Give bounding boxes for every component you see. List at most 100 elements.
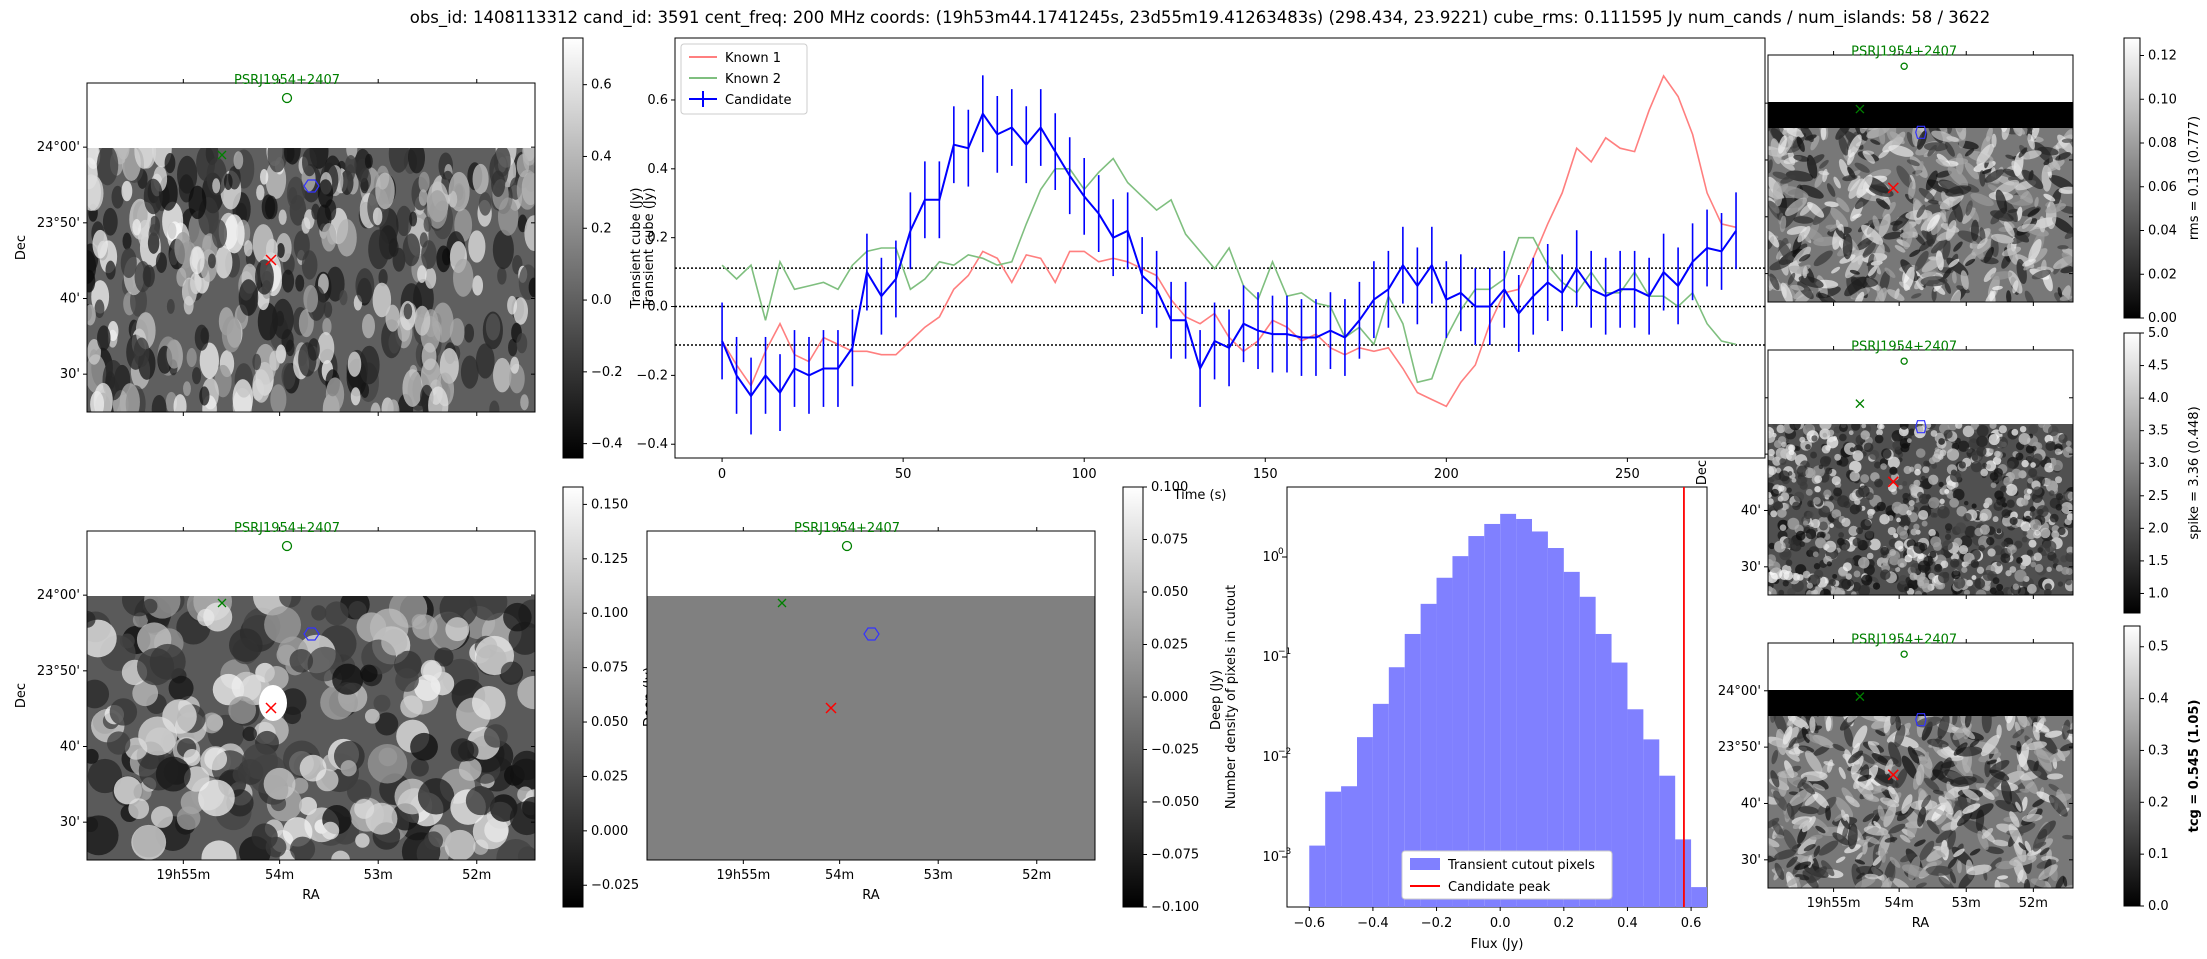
image-texture — [2034, 196, 2039, 208]
image-texture — [1863, 442, 1874, 453]
image-texture — [1927, 144, 1937, 157]
image-texture — [2052, 557, 2059, 564]
image-texture — [1923, 777, 1940, 792]
image-texture — [1920, 475, 1926, 481]
y-tick-label: 0.6 — [647, 93, 668, 108]
image-texture — [1823, 456, 1832, 464]
image-texture — [1782, 185, 1809, 200]
image-texture — [1922, 466, 1930, 474]
image-texture — [199, 386, 210, 406]
image-texture — [1923, 460, 1930, 467]
image-texture — [87, 758, 123, 794]
image-texture — [2020, 190, 2029, 200]
image-texture — [2030, 126, 2040, 141]
image-texture — [1986, 464, 1992, 470]
image-texture — [1901, 864, 1929, 878]
image-texture — [87, 679, 110, 709]
image-texture — [2059, 295, 2073, 301]
image-texture — [1868, 513, 1873, 519]
image-texture — [1909, 249, 1921, 257]
ra-axis-label: RA — [1912, 916, 1930, 931]
image-texture — [1945, 185, 1972, 197]
image-texture — [1913, 542, 1925, 554]
image-texture — [207, 253, 216, 269]
image-texture — [1805, 528, 1817, 540]
image-texture — [1922, 582, 1932, 593]
image-texture — [120, 247, 137, 279]
image-texture — [1768, 466, 1777, 476]
image-texture — [1879, 513, 1890, 525]
image-texture — [1827, 429, 1835, 436]
image-texture — [1950, 558, 1960, 568]
image-texture — [2067, 491, 2073, 501]
image-texture — [1990, 210, 2014, 222]
dec-axis-label: Dec — [1695, 460, 1710, 485]
image-texture — [439, 596, 478, 628]
colorbar-tick-label: 3.0 — [2148, 456, 2169, 471]
image-texture — [278, 209, 287, 225]
image-texture — [1900, 853, 1916, 863]
x-tick-label: 0.6 — [1681, 916, 1702, 931]
image-texture — [355, 833, 370, 848]
colorbar-tick-label: 0.6 — [591, 78, 612, 93]
image-texture — [1953, 241, 1963, 252]
image-texture — [418, 189, 428, 206]
image-texture — [2017, 713, 2031, 726]
image-texture — [2009, 566, 2017, 573]
image-texture — [275, 310, 285, 327]
image-texture — [460, 355, 479, 389]
image-texture — [255, 259, 274, 295]
image-texture — [1932, 541, 1942, 551]
image-texture — [87, 619, 117, 658]
image-texture — [2032, 798, 2046, 808]
image-texture — [325, 266, 345, 302]
image-texture — [1889, 823, 1906, 834]
image-texture — [173, 394, 187, 412]
image-texture — [168, 675, 194, 701]
source-label: PSRJ1954+2407 — [1851, 45, 1957, 60]
image-texture — [292, 777, 309, 794]
image-texture — [354, 798, 375, 819]
histogram-bar — [1516, 518, 1532, 907]
image-texture — [1805, 733, 1820, 744]
image-texture — [1964, 589, 1971, 595]
histogram-panel: −0.6 −0.4 −0.2 0.0 0.2 0.4 0.610−310−210−110 0F… — [1209, 486, 1708, 952]
image-texture — [508, 338, 518, 357]
image-texture — [1958, 461, 1966, 469]
image-texture — [1838, 135, 1849, 156]
image-texture — [1798, 806, 1819, 815]
x-axis-label: Flux (Jy) — [1471, 937, 1524, 952]
image-texture — [2039, 216, 2046, 233]
image-texture — [1976, 424, 1989, 437]
image-texture — [1903, 465, 1912, 475]
image-texture — [2034, 563, 2044, 573]
colorbar — [562, 486, 584, 908]
ra-tick-label: 53m — [364, 868, 393, 883]
image-texture — [1768, 200, 1784, 221]
image-texture — [1878, 128, 1886, 145]
image-texture — [1916, 716, 1942, 728]
tcg-image-panel: PSRJ1954+240724°00'23°50'40'30'Dec19h55m… — [1695, 625, 2202, 931]
source-label: PSRJ1954+2407 — [794, 521, 900, 536]
image-texture — [87, 610, 96, 628]
image-texture — [1797, 281, 1814, 300]
image-texture — [1875, 729, 1886, 737]
image-texture — [2017, 869, 2024, 883]
image-texture — [2024, 515, 2032, 522]
image-texture — [1952, 200, 1963, 223]
image-texture — [2020, 521, 2031, 532]
image-texture — [2057, 527, 2066, 536]
image-texture — [1768, 454, 1775, 461]
histogram-legend: Transient cutout pixels Candidate peak — [1401, 850, 1613, 900]
image-texture — [1960, 270, 1969, 291]
image-texture — [1768, 492, 1772, 499]
image-texture — [2057, 134, 2073, 154]
image-texture — [1798, 254, 1811, 262]
image-texture — [1801, 726, 1810, 744]
image-texture — [1899, 834, 1911, 843]
image-texture — [2021, 498, 2029, 506]
image-texture — [1945, 219, 1957, 241]
image-texture — [414, 674, 441, 702]
image-texture — [2057, 581, 2064, 587]
image-texture — [311, 203, 320, 220]
